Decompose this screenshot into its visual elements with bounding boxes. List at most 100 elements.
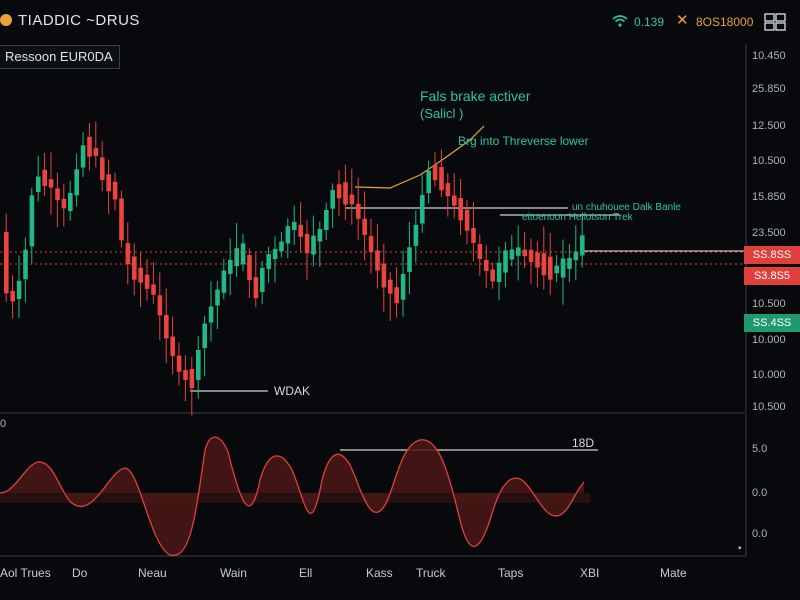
breakout-annotation-2[interactable]: eitoenoon Hellotson Trek xyxy=(522,212,633,223)
bear-candle[interactable] xyxy=(113,182,118,200)
bear-candle[interactable] xyxy=(170,337,175,356)
bull-candle[interactable] xyxy=(17,281,22,299)
bear-candle[interactable] xyxy=(10,291,15,301)
bull-candle[interactable] xyxy=(318,229,323,241)
bull-candle[interactable] xyxy=(580,235,585,255)
bear-candle[interactable] xyxy=(183,370,188,380)
bull-candle[interactable] xyxy=(273,249,278,259)
bear-candle[interactable] xyxy=(433,165,438,180)
bear-candle[interactable] xyxy=(100,158,105,181)
bear-candle[interactable] xyxy=(343,182,348,204)
bear-candle[interactable] xyxy=(375,250,380,270)
bull-candle[interactable] xyxy=(324,210,329,230)
bull-candle[interactable] xyxy=(222,271,227,293)
bull-candle[interactable] xyxy=(260,268,265,292)
bear-candle[interactable] xyxy=(145,275,150,289)
bear-candle[interactable] xyxy=(298,225,303,237)
symbol-selector[interactable]: Ressoon EUR0DA xyxy=(0,45,120,69)
bull-candle[interactable] xyxy=(414,225,419,246)
bull-candle[interactable] xyxy=(68,193,73,211)
bear-candle[interactable] xyxy=(106,174,111,191)
bear-candle[interactable] xyxy=(471,228,476,243)
bull-candle[interactable] xyxy=(266,254,271,269)
bear-candle[interactable] xyxy=(548,257,553,280)
bear-candle[interactable] xyxy=(439,167,444,190)
false-break-annotation[interactable]: Fals brake activer xyxy=(420,88,530,104)
bull-candle[interactable] xyxy=(574,251,579,260)
bull-candle[interactable] xyxy=(311,236,316,255)
bear-candle[interactable] xyxy=(151,284,156,294)
bear-candle[interactable] xyxy=(452,195,457,205)
bear-candle[interactable] xyxy=(132,256,137,279)
bear-candle[interactable] xyxy=(164,315,169,338)
bear-candle[interactable] xyxy=(356,204,361,219)
reverse-annotation[interactable]: Brg into Threverse lower xyxy=(458,134,589,148)
bull-candle[interactable] xyxy=(286,226,291,243)
bull-candle[interactable] xyxy=(209,307,214,323)
bull-candle[interactable] xyxy=(234,248,239,266)
bear-candle[interactable] xyxy=(394,287,399,303)
bull-candle[interactable] xyxy=(241,243,246,264)
bear-candle[interactable] xyxy=(87,137,92,157)
bull-candle[interactable] xyxy=(420,195,425,224)
bull-candle[interactable] xyxy=(23,250,28,279)
bear-candle[interactable] xyxy=(542,253,547,275)
close-icon[interactable]: ✕ xyxy=(676,11,689,29)
bear-candle[interactable] xyxy=(446,183,451,196)
bear-candle[interactable] xyxy=(254,277,259,298)
bear-candle[interactable] xyxy=(119,198,124,240)
bear-candle[interactable] xyxy=(42,170,47,186)
weak-annotation[interactable]: WDAK xyxy=(274,384,310,398)
bear-candle[interactable] xyxy=(369,236,374,252)
indicator-marker-label[interactable]: 18D xyxy=(572,436,594,450)
bull-candle[interactable] xyxy=(407,247,412,272)
bear-candle[interactable] xyxy=(177,356,182,372)
bull-candle[interactable] xyxy=(561,258,566,277)
bear-candle[interactable] xyxy=(94,148,99,156)
bull-candle[interactable] xyxy=(215,290,220,306)
bear-candle[interactable] xyxy=(529,250,534,262)
bull-candle[interactable] xyxy=(292,222,297,230)
bear-candle[interactable] xyxy=(382,264,387,288)
bear-candle[interactable] xyxy=(458,198,463,220)
bull-candle[interactable] xyxy=(196,350,201,380)
bear-candle[interactable] xyxy=(362,219,367,235)
bear-candle[interactable] xyxy=(158,295,163,315)
bull-candle[interactable] xyxy=(74,169,79,195)
bull-candle[interactable] xyxy=(279,242,284,252)
bear-candle[interactable] xyxy=(4,232,9,293)
bear-candle[interactable] xyxy=(388,280,393,294)
bear-candle[interactable] xyxy=(522,250,527,257)
bull-candle[interactable] xyxy=(503,250,508,272)
bear-candle[interactable] xyxy=(55,188,60,200)
bull-candle[interactable] xyxy=(36,177,41,192)
bull-candle[interactable] xyxy=(567,258,572,269)
bear-candle[interactable] xyxy=(62,199,67,208)
bear-candle[interactable] xyxy=(305,234,310,253)
bear-candle[interactable] xyxy=(337,184,342,198)
bull-candle[interactable] xyxy=(426,171,431,193)
bull-candle[interactable] xyxy=(30,195,35,246)
bear-candle[interactable] xyxy=(490,269,495,281)
bear-candle[interactable] xyxy=(138,268,143,283)
bear-candle[interactable] xyxy=(126,243,131,264)
bear-candle[interactable] xyxy=(465,210,470,231)
bull-candle[interactable] xyxy=(497,263,502,282)
bull-candle[interactable] xyxy=(81,145,86,167)
layout-menu-icon[interactable] xyxy=(764,13,786,36)
bear-candle[interactable] xyxy=(535,253,540,268)
bull-candle[interactable] xyxy=(330,190,335,209)
bear-candle[interactable] xyxy=(350,195,355,205)
bull-candle[interactable] xyxy=(228,260,233,274)
bull-candle[interactable] xyxy=(554,266,559,274)
bull-candle[interactable] xyxy=(510,249,515,259)
bear-candle[interactable] xyxy=(49,179,54,187)
bear-candle[interactable] xyxy=(190,369,195,388)
bear-candle[interactable] xyxy=(478,244,483,259)
bull-candle[interactable] xyxy=(516,247,521,255)
bull-candle[interactable] xyxy=(202,324,207,348)
bear-candle[interactable] xyxy=(484,260,489,271)
bull-candle[interactable] xyxy=(401,274,406,300)
bear-candle[interactable] xyxy=(247,255,252,280)
